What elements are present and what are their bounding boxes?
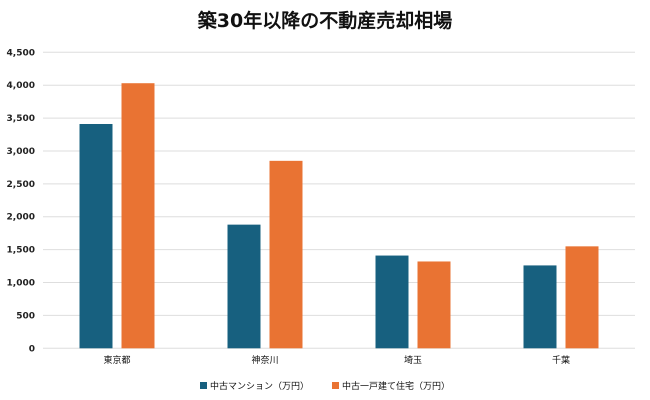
y-tick-label: 500 (16, 311, 35, 321)
x-tick-label: 埼玉 (404, 354, 422, 366)
legend-item-0: 中古マンション（万円） (200, 379, 309, 392)
legend-swatch (331, 382, 339, 389)
legend-label: 中古一戸建て住宅（万円） (341, 382, 450, 392)
x-tick-label: 神奈川 (251, 354, 278, 366)
y-tick-label: 1,000 (7, 279, 35, 289)
y-tick-label: 4,000 (7, 81, 35, 91)
y-tick-label: 0 (29, 344, 35, 354)
bar-0 (375, 255, 409, 349)
y-tick-label: 3,000 (7, 147, 35, 157)
bar-1 (417, 261, 451, 349)
legend-swatch (200, 382, 208, 389)
bar-1 (121, 83, 155, 349)
y-tick-label: 2,500 (7, 180, 35, 190)
bar-0 (523, 265, 557, 349)
bar-1 (565, 246, 599, 349)
bar-0 (227, 224, 261, 349)
legend-item-1: 中古一戸建て住宅（万円） (331, 379, 450, 392)
legend-label: 中古マンション（万円） (210, 382, 310, 392)
y-tick-label: 2,000 (7, 213, 35, 223)
y-tick-label: 3,500 (7, 114, 35, 124)
x-tick-label: 千葉 (552, 354, 570, 366)
chart-title: 築30年以降の不動産売却相場 (197, 10, 453, 32)
legend: 中古マンション（万円） 中古一戸建て住宅（万円） (0, 379, 650, 392)
bar-0 (79, 123, 113, 349)
x-tick-label: 東京都 (103, 354, 130, 366)
bar-1 (269, 160, 303, 349)
y-tick-label: 1,500 (7, 246, 35, 256)
y-tick-label: 4,500 (7, 48, 35, 58)
